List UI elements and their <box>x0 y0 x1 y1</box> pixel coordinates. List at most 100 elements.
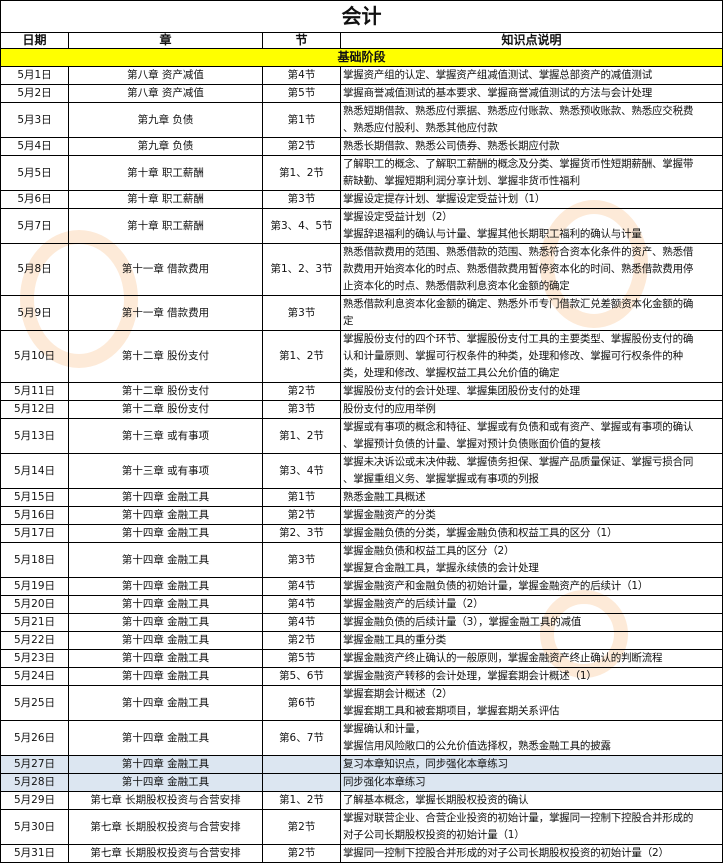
table-row: 5月15日 第十四章 金融工具 第1节 熟悉金融工具概述 <box>0 488 723 507</box>
date-cell: 5月21日 <box>0 613 69 632</box>
table-row: 5月12日 第十二章 股份支付 第3节 股份支付的应用举例 <box>0 400 723 419</box>
description-cell: 掌握商誉减值测试的基本要求、掌握商誉减值测试的方法与会计处理 <box>340 84 723 103</box>
table-row: 5月11日 第十二章 股份支付 第2节 掌握股份支付的会计处理、掌握集团股份支付的处理 <box>0 382 723 401</box>
section-cell: 第1、2、3节 <box>262 243 341 296</box>
table-row: 5月14日 第十三章 或有事项 第3、4节 掌握未决诉讼或未决仲裁、掌握债务担保、掌握… <box>0 453 723 489</box>
date-cell: 5月15日 <box>0 488 69 507</box>
section-cell: 第3节 <box>262 190 341 209</box>
chapter-cell: 第十一章 借款费用 <box>68 295 263 331</box>
chapter-cell: 第十四章 金融工具 <box>68 506 263 525</box>
section-cell: 第2节 <box>262 809 341 845</box>
description-cell: 熟悉借款利息资本化金额的确定、熟悉外币专门借款汇兑差额资本化金额的确 定 <box>340 295 723 331</box>
date-cell: 5月27日 <box>0 755 69 774</box>
header-row: 日期 章 节 知识点说明 <box>0 32 723 49</box>
header-description: 知识点说明 <box>340 32 723 49</box>
chapter-cell: 第八章 资产减值 <box>68 66 263 85</box>
section-cell: 第1、2节 <box>262 791 341 810</box>
chapter-cell: 第十四章 金融工具 <box>68 631 263 650</box>
chapter-cell: 第九章 负债 <box>68 137 263 156</box>
chapter-cell: 第十一章 借款费用 <box>68 243 263 296</box>
table-row: 5月21日 第十四章 金融工具 第4节 掌握金融负债的后续计量（3），掌握金融工具的减… <box>0 613 723 632</box>
chapter-cell: 第十二章 股份支付 <box>68 330 263 383</box>
description-cell: 掌握金融负债的分类，掌握金融负债和权益工具的区分（1） <box>340 524 723 543</box>
section-cell: 第5节 <box>262 84 341 103</box>
chapter-cell: 第十四章 金融工具 <box>68 524 263 543</box>
table-row: 5月25日 第十四章 金融工具 第6节 掌握套期会计概述（2） 掌握套期工具和被套期项… <box>0 685 723 721</box>
table-row: 5月30日 第七章 长期股权投资与合营安排 第2节 掌握对联营企业、合营企业投资的初始… <box>0 809 723 845</box>
chapter-cell: 第十四章 金融工具 <box>68 488 263 507</box>
section-cell: 第1节 <box>262 488 341 507</box>
date-cell: 5月12日 <box>0 400 69 419</box>
date-cell: 5月11日 <box>0 382 69 401</box>
section-cell: 第3节 <box>262 295 341 331</box>
date-cell: 5月23日 <box>0 649 69 668</box>
table-row: 5月6日 第十章 职工薪酬 第3节 掌握设定提存计划、掌握设定受益计划（1） <box>0 190 723 209</box>
description-cell: 掌握对联营企业、合营企业投资的初始计量，掌握同一控制下控股合并形成的 对子公司长… <box>340 809 723 845</box>
section-cell: 第2节 <box>262 631 341 650</box>
table-row: 5月5日 第十章 职工薪酬 第1、2节 了解职工的概念、了解职工薪酬的概念及分类、掌握… <box>0 155 723 191</box>
chapter-cell: 第十四章 金融工具 <box>68 595 263 614</box>
chapter-cell: 第十四章 金融工具 <box>68 720 263 756</box>
description-cell: 掌握股份支付的会计处理、掌握集团股份支付的处理 <box>340 382 723 401</box>
page-title: 会计 <box>0 0 723 33</box>
description-cell: 掌握或有事项的概念和特征、掌握或有负债和或有资产、掌握或有事项的确认 、掌握预计… <box>340 418 723 454</box>
stage-row: 基础阶段 <box>0 48 723 67</box>
date-cell: 5月6日 <box>0 190 69 209</box>
chapter-cell: 第十四章 金融工具 <box>68 773 263 792</box>
description-cell: 掌握套期会计概述（2） 掌握套期工具和被套期项目，掌握套期关系评估 <box>340 685 723 721</box>
description-cell: 掌握金融资产的后续计量（2） <box>340 595 723 614</box>
section-cell <box>262 773 341 792</box>
date-cell: 5月28日 <box>0 773 69 792</box>
section-cell: 第3、4节 <box>262 453 341 489</box>
table-row: 5月28日 第十四章 金融工具 同步强化本章练习 <box>0 773 723 792</box>
date-cell: 5月19日 <box>0 577 69 596</box>
chapter-cell: 第十三章 或有事项 <box>68 418 263 454</box>
table-row: 5月9日 第十一章 借款费用 第3节 熟悉借款利息资本化金额的确定、熟悉外币专门借款汇… <box>0 295 723 331</box>
date-cell: 5月16日 <box>0 506 69 525</box>
date-cell: 5月31日 <box>0 844 69 863</box>
header-section: 节 <box>262 32 341 49</box>
chapter-cell: 第十章 职工薪酬 <box>68 208 263 244</box>
section-cell: 第2节 <box>262 137 341 156</box>
section-cell: 第6、7节 <box>262 720 341 756</box>
table-row: 5月23日 第十四章 金融工具 第5节 掌握金融资产终止确认的一般原则，掌握金融资产终… <box>0 649 723 668</box>
table-row: 5月10日 第十二章 股份支付 第1、2节 掌握股份支付的四个环节、掌握股份支付工具的… <box>0 330 723 383</box>
table-row: 5月18日 第十四章 金融工具 第3节 掌握金融负债和权益工具的区分（2） 掌握复合金… <box>0 542 723 578</box>
section-cell: 第4节 <box>262 595 341 614</box>
table-row: 5月26日 第十四章 金融工具 第6、7节 掌握确认和计量， 掌握信用风险敞口的公允价… <box>0 720 723 756</box>
date-cell: 5月22日 <box>0 631 69 650</box>
table-row: 5月2日 第八章 资产减值 第5节 掌握商誉减值测试的基本要求、掌握商誉减值测试的方法… <box>0 84 723 103</box>
description-cell: 掌握股份支付的四个环节、掌握股份支付工具的主要类型、掌握股份支付的确 认和计量原… <box>340 330 723 383</box>
table-row: 5月31日 第七章 长期股权投资与合营安排 第2节 掌握同一控制下控股合并形成的对子公… <box>0 844 723 863</box>
chapter-cell: 第七章 长期股权投资与合营安排 <box>68 791 263 810</box>
date-cell: 5月8日 <box>0 243 69 296</box>
date-cell: 5月30日 <box>0 809 69 845</box>
chapter-cell: 第十章 职工薪酬 <box>68 155 263 191</box>
date-cell: 5月1日 <box>0 66 69 85</box>
description-cell: 掌握金融资产的分类 <box>340 506 723 525</box>
description-cell: 同步强化本章练习 <box>340 773 723 792</box>
table-row: 5月3日 第九章 负债 第1节 熟悉短期借款、熟悉应付票据、熟悉应付账款、熟悉预收账款… <box>0 102 723 138</box>
chapter-cell: 第十三章 或有事项 <box>68 453 263 489</box>
section-cell <box>262 755 341 774</box>
table-row: 5月29日 第七章 长期股权投资与合营安排 第1、2节 了解基本概念，掌握长期股权投资… <box>0 791 723 810</box>
section-cell: 第3、4、5节 <box>262 208 341 244</box>
section-cell: 第2节 <box>262 382 341 401</box>
table-row: 5月4日 第九章 负债 第2节 熟悉长期借款、熟悉公司债券、熟悉长期应付款 <box>0 137 723 156</box>
description-cell: 掌握同一控制下控股合并形成的对子公司长期股权投资的初始计量（2） <box>340 844 723 863</box>
description-cell: 熟悉短期借款、熟悉应付票据、熟悉应付账款、熟悉预收账款、熟悉应交税费 、熟悉应付… <box>340 102 723 138</box>
table-row: 5月27日 第十四章 金融工具 复习本章知识点，同步强化本章练习 <box>0 755 723 774</box>
section-cell: 第2节 <box>262 506 341 525</box>
chapter-cell: 第十四章 金融工具 <box>68 685 263 721</box>
date-cell: 5月2日 <box>0 84 69 103</box>
description-cell: 掌握设定受益计划（2） 掌握辞退福利的确认与计量、掌握其他长期职工福利的确认与计… <box>340 208 723 244</box>
date-cell: 5月7日 <box>0 208 69 244</box>
description-cell: 掌握金融资产终止确认的一般原则，掌握金融资产终止确认的判断流程 <box>340 649 723 668</box>
chapter-cell: 第十四章 金融工具 <box>68 755 263 774</box>
date-cell: 5月9日 <box>0 295 69 331</box>
description-cell: 掌握金融资产和金融负债的初始计量，掌握金融资产的后续计（1） <box>340 577 723 596</box>
section-cell: 第4节 <box>262 613 341 632</box>
description-cell: 掌握未决诉讼或未决仲裁、掌握债务担保、掌握产品质量保证、掌握亏损合同 、掌握重组… <box>340 453 723 489</box>
table-row: 5月8日 第十一章 借款费用 第1、2、3节 熟悉借款费用的范围、熟悉借款的范围、熟悉… <box>0 243 723 296</box>
description-cell: 股份支付的应用举例 <box>340 400 723 419</box>
